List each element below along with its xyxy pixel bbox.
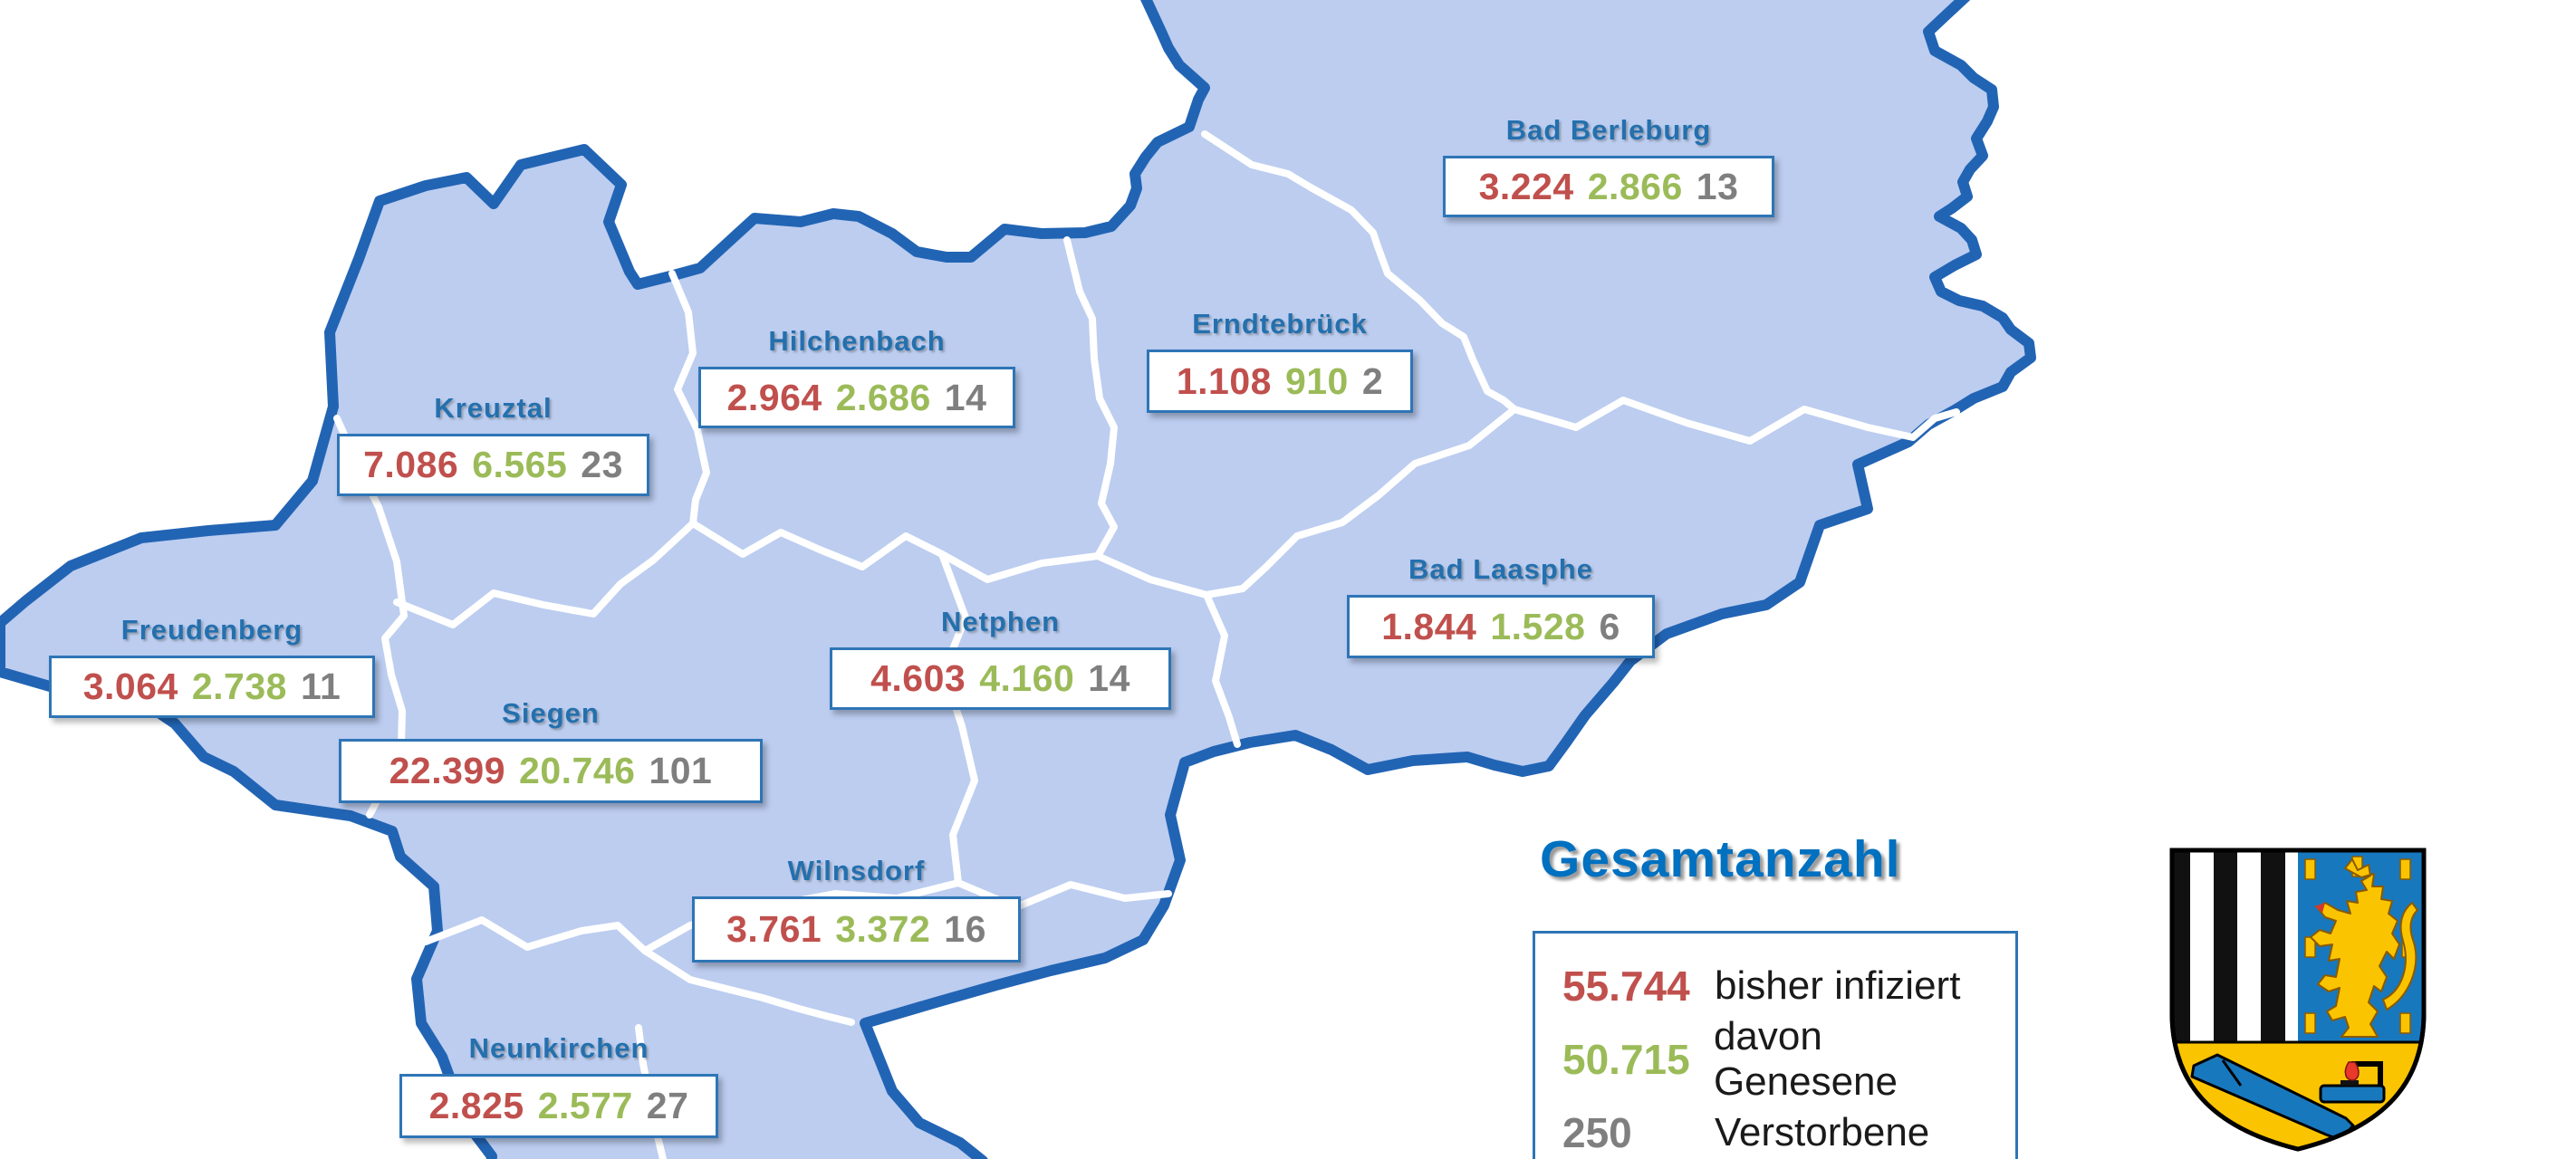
infected-count: 3.064 [82, 666, 178, 707]
infected-count: 2.825 [428, 1085, 524, 1126]
recovered-count: 2.738 [191, 666, 287, 707]
total-infected: 55.744 [1562, 963, 1690, 1010]
municipality-stats-box: 4.603 4.160 14 [830, 647, 1171, 710]
recovered-count: 6.565 [472, 444, 568, 485]
municipality-stats-box: 3.761 3.372 16 [692, 896, 1021, 963]
deceased-count: 6 [1599, 605, 1620, 647]
border-siegen-netphen [938, 551, 978, 886]
total-infected-label: bisher infiziert [1715, 963, 1961, 1008]
municipality-name: Wilnsdorf [787, 855, 926, 886]
infected-count: 1.844 [1381, 605, 1477, 647]
deceased-count: 13 [1696, 165, 1739, 207]
municipality-name: Hilchenbach [768, 325, 946, 357]
lion-rampant-icon [2310, 858, 2419, 1038]
municipality-stats-box: 2.964 2.686 14 [698, 367, 1015, 428]
municipality-name: Bad Laasphe [1408, 553, 1593, 585]
municipality-neunkirchen: Neunkirchen 2.825 2.577 27 [399, 1032, 718, 1138]
municipality-netphen: Netphen 4.603 4.160 14 [830, 606, 1171, 710]
border-netphen-laasphe [1203, 591, 1241, 748]
municipality-stats-box: 3.064 2.738 11 [49, 656, 375, 718]
municipality-name: Kreuztal [434, 392, 553, 424]
border-kreuztal-hilchenbach [668, 270, 710, 527]
deceased-count: 2 [1361, 359, 1384, 402]
border-kreuztal-south [393, 520, 697, 628]
municipality-stats-box: 3.224 2.866 13 [1443, 156, 1774, 217]
summary-box: 55.744 bisher infiziert 50.715 davon Gen… [1533, 931, 2018, 1159]
municipality-stats-box: 2.825 2.577 27 [399, 1074, 718, 1138]
summary-row-recovered: 50.715 davon Genesene [1562, 1014, 2015, 1104]
recovered-count: 910 [1284, 359, 1349, 402]
municipality-name: Siegen [502, 697, 600, 729]
municipality-kreuztal: Kreuztal 7.086 6.565 23 [337, 392, 649, 496]
deceased-count: 23 [581, 444, 623, 485]
infected-count: 7.086 [363, 444, 459, 485]
municipality-siegen: Siegen 22.399 20.746 101 [339, 697, 763, 803]
siegen-wittgenstein-coat-of-arms-icon [2169, 848, 2427, 1152]
recovered-count: 20.746 [519, 750, 636, 791]
infected-count: 2.964 [726, 376, 822, 418]
municipality-stats-box: 7.086 6.565 23 [337, 434, 649, 496]
summary-heading: Gesamtanzahl [1540, 830, 1901, 888]
municipality-name: Bad Berleburg [1505, 114, 1712, 146]
total-deceased: 250 [1562, 1109, 1632, 1156]
summary-row-deceased: 250 Verstorbene [1562, 1109, 2015, 1156]
border-siegen-south [422, 916, 649, 954]
border-berleburg-laasphe [1511, 397, 1960, 445]
infected-count: 4.603 [870, 657, 966, 699]
summary-row-infected: 55.744 bisher infiziert [1562, 963, 2015, 1010]
municipality-name: Netphen [941, 606, 1060, 637]
municipality-stats-box: 1.108 910 2 [1147, 350, 1413, 413]
border-erndtebrueck-berleburg [1201, 130, 1518, 413]
recovered-count: 4.160 [979, 657, 1075, 699]
recovered-count: 2.866 [1587, 165, 1683, 207]
municipality-erndtebrueck: Erndtebrück 1.108 910 2 [1147, 308, 1413, 413]
deceased-count: 101 [649, 750, 713, 791]
border-netphen-erndtebrueck [1094, 552, 1210, 599]
infected-count: 22.399 [389, 750, 506, 791]
total-recovered-label: davon Genesene [1713, 1014, 1898, 1104]
municipality-stats-box: 1.844 1.528 6 [1347, 595, 1655, 658]
municipality-name: Erndtebrück [1192, 308, 1368, 340]
municipality-name: Freudenberg [120, 614, 303, 646]
municipality-bad-berleburg: Bad Berleburg 3.224 2.866 13 [1443, 114, 1774, 217]
deceased-count: 11 [300, 666, 341, 707]
municipality-wilnsdorf: Wilnsdorf 3.761 3.372 16 [692, 855, 1021, 963]
total-deceased-label: Verstorbene [1715, 1110, 1930, 1154]
recovered-count: 1.528 [1490, 605, 1586, 647]
infected-count: 1.108 [1176, 359, 1272, 402]
border-erndtebrueck-laasphe [1203, 406, 1518, 599]
deceased-count: 14 [944, 376, 987, 418]
recovered-count: 3.372 [835, 908, 931, 950]
municipality-stats-box: 22.399 20.746 101 [339, 739, 763, 803]
deceased-count: 14 [1088, 657, 1130, 699]
recovered-count: 2.686 [835, 376, 931, 418]
municipality-freudenberg: Freudenberg 3.064 2.738 11 [49, 614, 375, 718]
infected-count: 3.224 [1478, 165, 1574, 207]
border-neunkirchen-wilnsdorf [641, 947, 855, 1026]
deceased-count: 16 [944, 908, 986, 950]
border-hilchenbach-erndtebrueck [1063, 236, 1118, 560]
district-shape [0, 0, 2036, 1159]
border-hilchenbach-south [689, 520, 1101, 583]
infected-count: 3.761 [726, 908, 822, 950]
municipality-bad-laasphe: Bad Laasphe 1.844 1.528 6 [1347, 553, 1655, 658]
municipality-name: Neunkirchen [468, 1032, 649, 1064]
total-recovered: 50.715 [1562, 1036, 1690, 1083]
municipality-hilchenbach: Hilchenbach 2.964 2.686 14 [698, 325, 1015, 428]
recovered-count: 2.577 [537, 1085, 633, 1126]
deceased-count: 27 [646, 1085, 689, 1126]
